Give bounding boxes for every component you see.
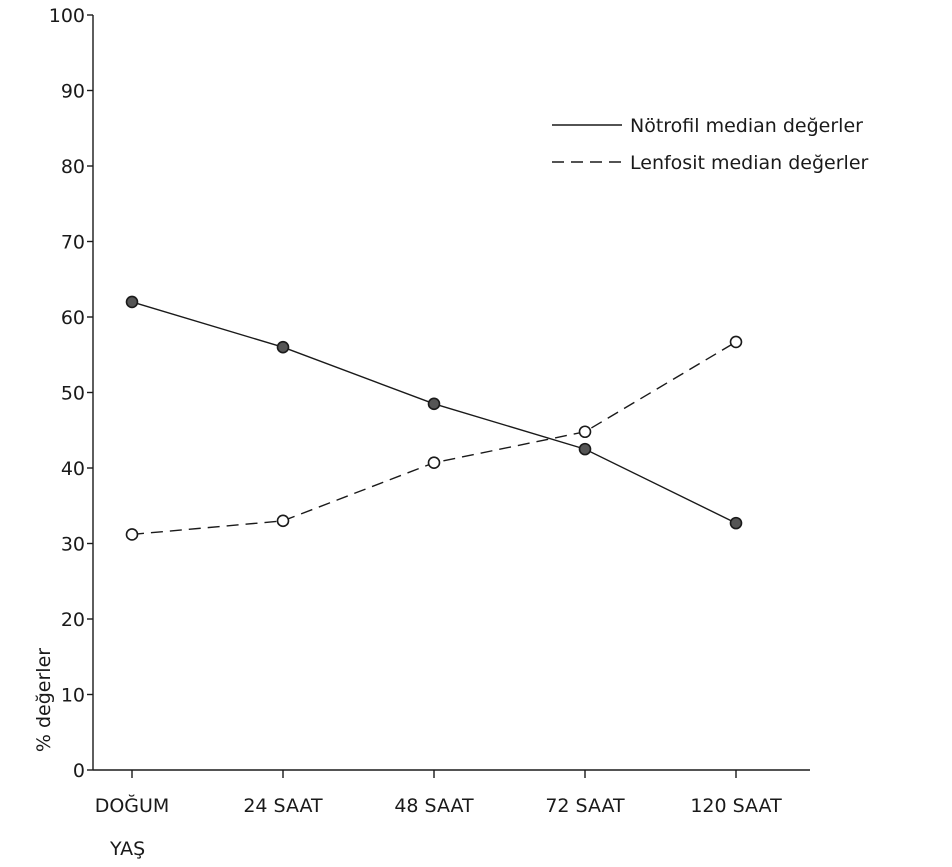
y-tick-label: 100 <box>49 5 85 27</box>
x-tick-label: 72 SAAT <box>545 795 625 817</box>
x-axis-title: YAŞ <box>109 838 145 860</box>
y-tick-label: 40 <box>61 458 85 480</box>
data-point-filled <box>427 397 441 411</box>
data-point-filled <box>729 516 743 530</box>
y-tick-label: 20 <box>61 609 85 631</box>
data-point-filled <box>276 340 290 354</box>
series-line-2 <box>131 341 737 536</box>
x-tick-label: DOĞUM <box>95 793 170 817</box>
x-axis: DOĞUM 24 SAAT 48 SAAT 72 SAAT 120 SAAT <box>93 769 810 817</box>
legend: Nötrofil median değerler Lenfosit median … <box>552 115 869 174</box>
data-point-filled <box>125 295 139 309</box>
y-axis: 0 10 20 30 40 50 60 70 80 90 100 <box>49 5 94 782</box>
legend-label-2: Lenfosit median değerler <box>630 152 869 174</box>
y-tick-label: 80 <box>61 156 85 178</box>
y-axis-title: % değerler <box>33 648 55 752</box>
y-tick-label: 0 <box>73 760 85 782</box>
data-point-filled <box>578 442 592 456</box>
data-point-open <box>427 456 441 470</box>
data-point-open <box>276 514 290 528</box>
data-point-open <box>578 425 592 439</box>
data-point-open <box>729 335 743 349</box>
y-tick-label: 50 <box>61 383 85 405</box>
y-tick-label: 90 <box>61 81 85 103</box>
y-tick-label: 10 <box>61 685 85 707</box>
y-tick-label: 60 <box>61 307 85 329</box>
x-tick-label: 48 SAAT <box>394 795 474 817</box>
y-tick-label: 70 <box>61 232 85 254</box>
x-tick-label: 120 SAAT <box>690 795 782 817</box>
legend-label-1: Nötrofil median değerler <box>630 115 863 137</box>
y-tick-label: 30 <box>61 534 85 556</box>
x-tick-label: 24 SAAT <box>243 795 323 817</box>
series-layer <box>125 295 743 541</box>
series-line-1 <box>131 301 737 524</box>
data-point-open <box>125 528 139 541</box>
